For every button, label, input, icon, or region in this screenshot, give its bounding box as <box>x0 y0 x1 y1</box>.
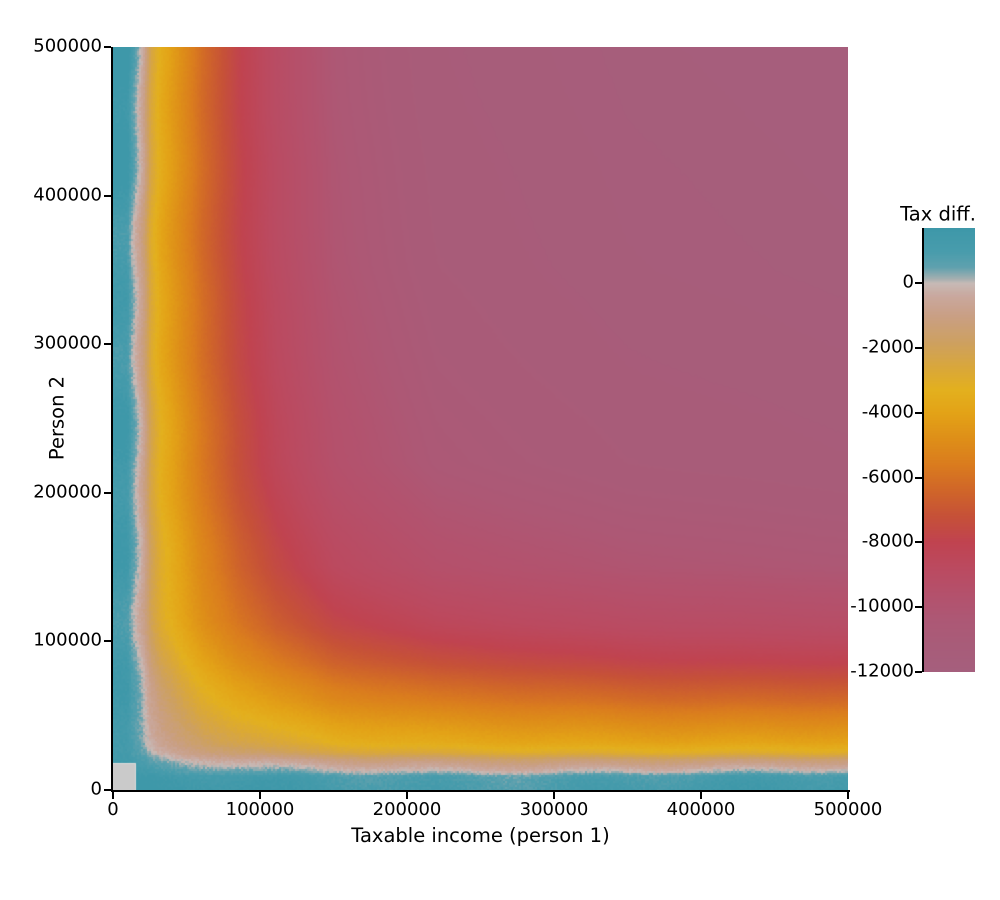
y-tick-label: 100000 <box>33 630 102 652</box>
colorbar-tick-label: 0 <box>902 271 914 293</box>
x-tick-label: 100000 <box>225 799 295 820</box>
colorbar-tick-mark <box>915 346 922 349</box>
x-tick-label: 200000 <box>372 799 442 820</box>
x-axis-label: Taxable income (person 1) <box>351 824 610 847</box>
x-tick-mark <box>112 792 114 799</box>
y-tick-mark <box>104 46 111 48</box>
colorbar-tick-mark <box>915 411 922 414</box>
y-tick-mark <box>104 343 111 346</box>
y-tick-label: 300000 <box>33 332 102 354</box>
heatmap-canvas <box>113 47 848 790</box>
y-tick-label: 0 <box>90 778 102 800</box>
colorbar-tick-mark <box>915 606 922 609</box>
colorbar-tick-label: -6000 <box>861 466 914 488</box>
colorbar-tick-mark <box>915 282 922 285</box>
y-tick-label: 500000 <box>33 35 102 57</box>
colorbar-tick-label: -2000 <box>861 336 914 358</box>
x-tick-label: 400000 <box>666 799 736 820</box>
colorbar-title: Tax diff. <box>900 202 976 226</box>
x-tick-mark <box>406 792 408 799</box>
y-axis-label: Person 2 <box>45 375 69 461</box>
colorbar-tick-mark <box>915 476 922 479</box>
colorbar-tick-label: -12000 <box>850 660 914 682</box>
y-tick-mark <box>104 491 111 494</box>
x-tick-label: 300000 <box>519 799 589 820</box>
x-tick-label: 0 <box>107 799 119 820</box>
colorbar-tick-mark <box>915 671 922 673</box>
colorbar-tick-mark <box>915 541 922 544</box>
y-tick-mark <box>104 789 111 791</box>
y-tick-label: 200000 <box>33 481 102 503</box>
colorbar-tick-label: -4000 <box>861 401 914 423</box>
x-tick-mark <box>700 792 702 799</box>
x-tick-mark <box>259 792 261 799</box>
bottom-axis-spine <box>111 790 850 792</box>
x-tick-label: 500000 <box>813 799 883 820</box>
y-tick-label: 400000 <box>33 184 102 206</box>
colorbar-spine <box>922 228 924 672</box>
x-tick-mark <box>553 792 555 799</box>
colorbar-tick-label: -8000 <box>861 531 914 553</box>
colorbar-tick-label: -10000 <box>850 595 914 617</box>
y-tick-mark <box>104 640 111 643</box>
left-axis-spine <box>111 47 113 792</box>
colorbar <box>924 228 975 672</box>
x-tick-mark <box>847 792 849 799</box>
y-tick-mark <box>104 194 111 197</box>
